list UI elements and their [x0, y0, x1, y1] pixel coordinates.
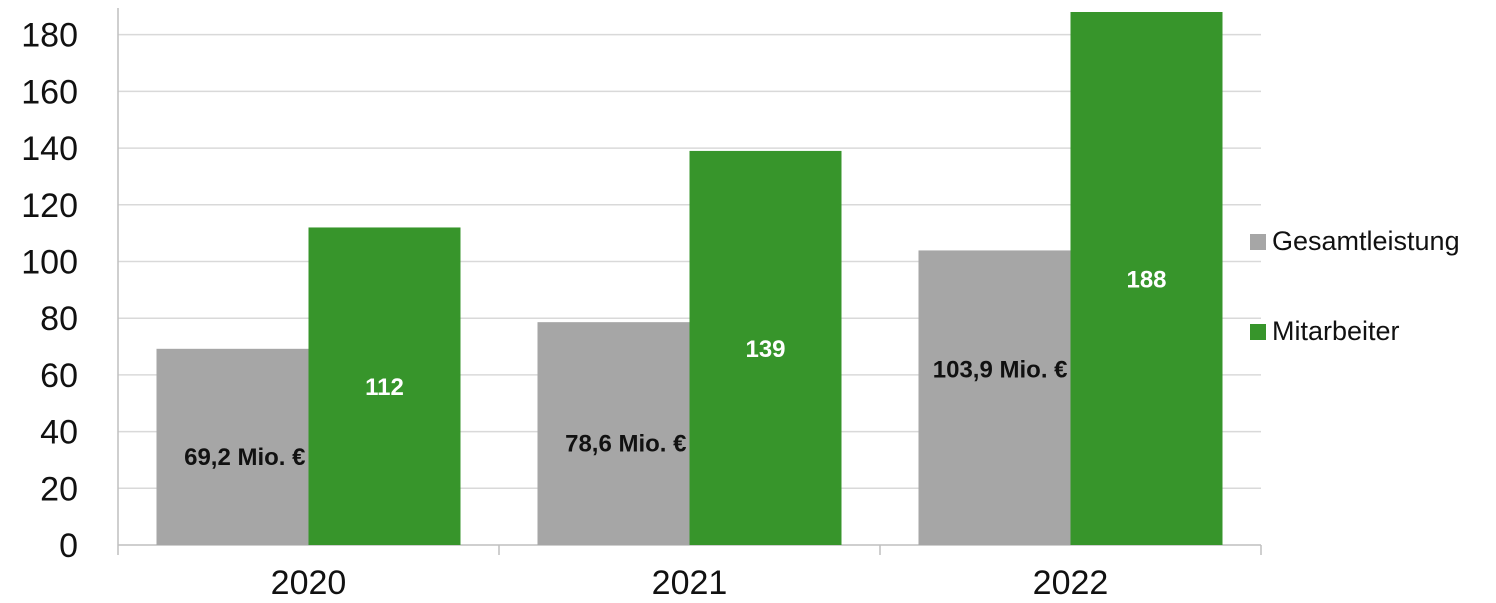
y-tick-label: 140: [21, 130, 78, 168]
data-label-gesamtleistung-2020: 69,2 Mio. €: [184, 444, 305, 471]
data-label-gesamtleistung-2021: 78,6 Mio. €: [565, 431, 686, 458]
bar-gesamtleistung-2020: [156, 348, 309, 545]
bar-mitarbeiter-2021: [689, 150, 842, 545]
data-labels: 69,2 Mio. € 112 78,6 Mio. € 139 103,9 Mio. €…: [184, 267, 1166, 471]
y-axis: 0 20 40 60 80 100 120 140 160 180: [21, 8, 119, 565]
x-tick-label: 2021: [652, 564, 728, 602]
bars: [156, 12, 1223, 546]
x-tick-label: 2022: [1033, 564, 1109, 602]
data-label-mitarbeiter-2022: 188: [1126, 267, 1166, 294]
data-label-gesamtleistung-2022: 103,9 Mio. €: [933, 356, 1068, 383]
y-tick-label: 0: [59, 527, 78, 565]
data-label-mitarbeiter-2021: 139: [745, 336, 785, 363]
legend-swatch-mitarbeiter: [1250, 324, 1266, 340]
y-tick-label: 60: [40, 357, 78, 395]
data-label-mitarbeiter-2020: 112: [365, 374, 404, 401]
bar-gesamtleistung-2021: [537, 322, 690, 545]
y-tick-label: 180: [21, 17, 78, 55]
y-tick-label: 160: [21, 73, 78, 111]
y-tick-label: 80: [40, 300, 78, 338]
x-axis: 2020 2021 2022: [117, 544, 1262, 602]
legend: Gesamtleistung Mitarbeiter: [1250, 226, 1460, 346]
bar-mitarbeiter-2022: [1070, 12, 1223, 545]
bar-mitarbeiter-2020: [308, 227, 461, 545]
legend-label-gesamtleistung: Gesamtleistung: [1272, 226, 1460, 256]
y-tick-label: 120: [21, 187, 78, 225]
legend-label-mitarbeiter: Mitarbeiter: [1272, 316, 1400, 346]
legend-swatch-gesamtleistung: [1250, 234, 1266, 250]
y-tick-label: 20: [40, 470, 78, 508]
bar-gesamtleistung-2022: [918, 250, 1071, 546]
x-tick-label: 2020: [271, 564, 347, 602]
y-tick-label: 100: [21, 243, 78, 281]
y-tick-label: 40: [40, 414, 78, 452]
